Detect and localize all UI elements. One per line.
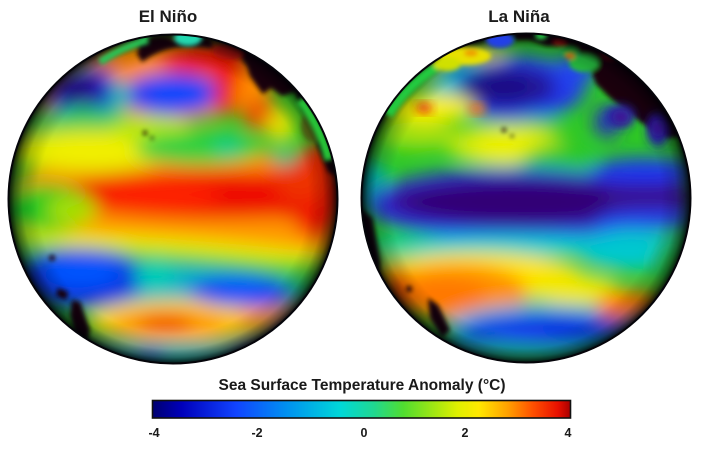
- svg-text:-2: -2: [251, 426, 262, 440]
- svg-text:El Niño: El Niño: [139, 7, 198, 26]
- svg-text:-4: -4: [148, 426, 159, 440]
- svg-text:0: 0: [361, 426, 368, 440]
- svg-text:4: 4: [565, 426, 572, 440]
- svg-text:La Niña: La Niña: [488, 7, 550, 26]
- svg-text:Sea Surface Temperature Anomal: Sea Surface Temperature Anomaly (°C): [218, 377, 505, 394]
- svg-text:2: 2: [462, 426, 469, 440]
